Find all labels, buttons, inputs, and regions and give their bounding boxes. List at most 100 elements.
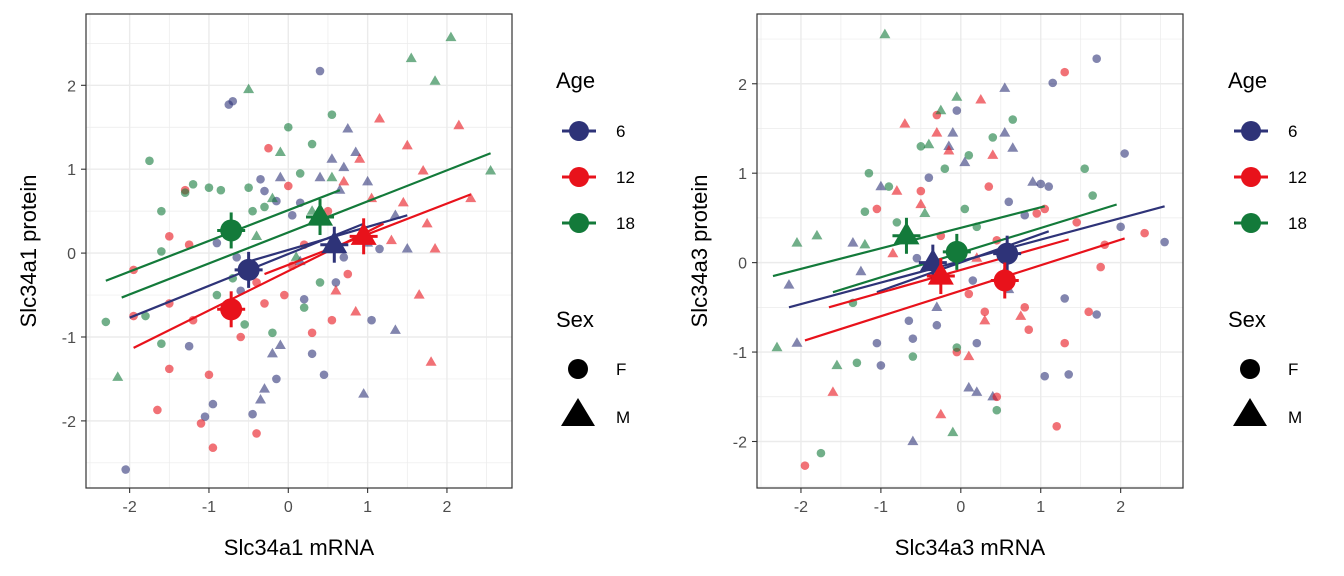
x-tick-label: -2 [794, 499, 808, 516]
data-point [157, 247, 166, 256]
data-point [374, 112, 386, 123]
data-point [180, 188, 190, 197]
data-point [188, 180, 198, 189]
data-point [342, 123, 354, 133]
data-point [397, 196, 409, 207]
gridlines [86, 14, 512, 488]
data-point [266, 347, 278, 358]
legend-label-m: M [1288, 408, 1302, 427]
data-point [1116, 222, 1125, 232]
data-point [800, 461, 810, 470]
data-point [912, 253, 922, 263]
data-point [389, 324, 401, 334]
data-point [1024, 325, 1034, 335]
data-point [908, 334, 918, 343]
data-point [923, 138, 935, 149]
data-point [872, 338, 882, 348]
data-point [326, 171, 338, 182]
plot-border [85, 13, 513, 489]
legend-label-18: 18 [1288, 214, 1307, 233]
legend-key-12 [569, 167, 589, 187]
data-point [1004, 197, 1014, 207]
data-point [157, 206, 166, 216]
group-mean-point [996, 242, 1019, 265]
data-point [164, 232, 174, 241]
legend-key-triangle [561, 398, 595, 426]
fit-line [832, 203, 1117, 294]
data-point [280, 290, 289, 300]
data-point [212, 290, 222, 300]
data-point [1120, 149, 1129, 158]
data-point [417, 164, 429, 175]
data-point [968, 276, 978, 285]
x-tick-label: 0 [284, 499, 293, 516]
data-point [485, 164, 497, 175]
y-tick-label: 1 [738, 166, 747, 183]
data-point [952, 343, 962, 352]
data-point [816, 448, 826, 458]
data-point [1060, 294, 1070, 303]
legend-sex-item-f: F [568, 359, 626, 379]
data-point [892, 218, 902, 227]
data-point [1064, 370, 1074, 379]
data-point [350, 146, 362, 157]
data-point [852, 358, 862, 368]
x-axis-title: Slc34a1 mRNA [224, 535, 375, 560]
fit-line [804, 237, 1125, 342]
x-tick-label: -2 [123, 499, 137, 516]
data-point [887, 247, 899, 258]
legend-label-18: 18 [616, 214, 635, 233]
data-point [791, 237, 803, 247]
data-point [1160, 237, 1169, 247]
y-axis-title: Slc34a1 protein [16, 175, 41, 328]
data-point [884, 182, 894, 191]
data-point [260, 202, 269, 212]
legend-age-item-18: 18 [1234, 213, 1307, 233]
data-point [999, 127, 1011, 137]
data-point [327, 315, 337, 325]
data-point [908, 352, 918, 361]
data-point [999, 82, 1011, 92]
legend-age-item-12: 12 [562, 167, 635, 187]
data-point [248, 409, 257, 419]
data-point [208, 399, 218, 409]
data-point [919, 207, 931, 218]
legend-label-f: F [616, 360, 626, 379]
data-point [101, 317, 111, 327]
y-tick-label: -1 [62, 330, 76, 347]
data-point [413, 289, 425, 299]
legend-key-18 [1241, 213, 1261, 233]
x-axis-title: Slc34a3 mRNA [895, 535, 1046, 560]
data-point [783, 279, 795, 289]
fit-line [248, 214, 408, 263]
group-mean-point [220, 219, 243, 242]
y-tick-label: 2 [67, 78, 76, 95]
data-point [425, 356, 437, 366]
data-point [935, 104, 947, 115]
data-point [367, 315, 376, 325]
data-point [899, 118, 911, 128]
legend-key-6 [569, 121, 589, 141]
legend-label-12: 12 [1288, 168, 1307, 187]
data-point [876, 361, 886, 370]
data-point [916, 186, 926, 196]
data-point [184, 341, 194, 351]
data-point [465, 192, 477, 203]
data-point [264, 143, 273, 153]
data-point [959, 156, 971, 167]
legend-panel-2: Age 6 12 18 Sex F M [1228, 68, 1307, 427]
data-point [931, 301, 943, 311]
data-point [1052, 421, 1062, 431]
data-point [924, 173, 934, 182]
data-point [879, 28, 891, 39]
data-point [315, 66, 325, 76]
data-point [266, 192, 278, 203]
legend-key-circle [568, 359, 588, 379]
group-mean-point [307, 203, 334, 226]
data-point [315, 278, 325, 287]
data-point [212, 238, 222, 248]
x-tick-label: 2 [1116, 499, 1125, 516]
legend-sex-title: Sex [556, 307, 594, 332]
data-point [935, 408, 947, 419]
